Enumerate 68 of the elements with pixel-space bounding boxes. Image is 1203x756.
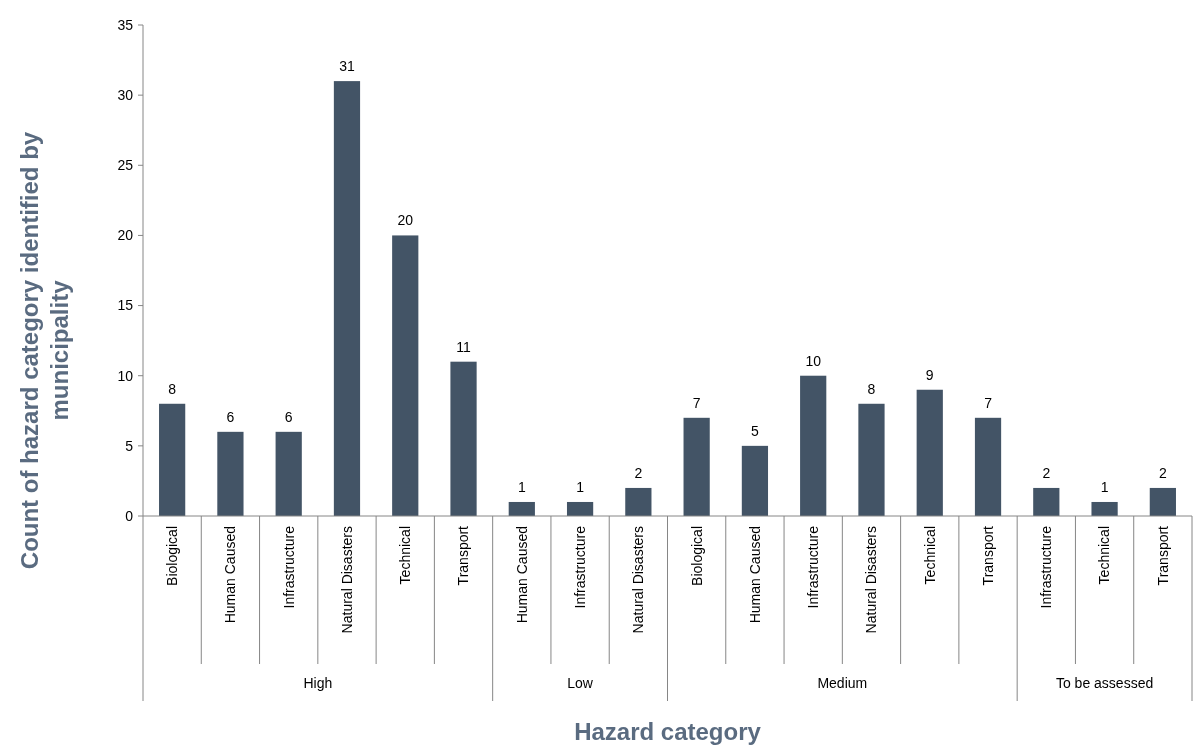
data-label: 8: [867, 380, 876, 397]
bar: [858, 403, 885, 516]
text: To be assessed: [1055, 675, 1154, 691]
bar: [1149, 487, 1176, 516]
x-tick-label: Natural Disasters: [630, 526, 647, 634]
text: High: [303, 675, 333, 691]
bar: [1033, 487, 1060, 516]
y-tick-label: 30: [117, 87, 134, 104]
bar: [566, 501, 594, 516]
y-axis-title: Count of hazard category identified by municipality: [16, 131, 73, 570]
y-tick-label: 35: [117, 16, 134, 33]
y-tick-label: 25: [117, 157, 134, 174]
data-label: 2: [1158, 464, 1167, 481]
x-tick-label: Transport: [979, 525, 996, 586]
data-label: 1: [517, 478, 526, 495]
bar: [450, 361, 477, 516]
x-tick-label: Infrastructure: [1038, 525, 1055, 609]
data-label: 7: [692, 394, 701, 411]
bar: [159, 403, 186, 516]
x-tick-label: Natural Disasters: [338, 526, 355, 634]
bar: [508, 501, 535, 516]
x-tick-label: Technical: [1096, 526, 1113, 585]
bar: [625, 487, 652, 516]
data-label: 1: [1100, 478, 1109, 495]
x-tick-label: Infrastructure: [280, 525, 297, 609]
data-label: 8: [168, 380, 177, 397]
y-tick-label: 15: [117, 297, 134, 314]
data-label: 6: [284, 408, 293, 425]
bar: [741, 445, 769, 516]
x-tick-label: Human Caused: [513, 526, 530, 624]
data-label: 10: [805, 352, 822, 369]
data-label: 7: [984, 394, 993, 411]
data-label: 31: [339, 58, 355, 75]
data-label: 11: [456, 338, 471, 355]
data-label: 5: [751, 422, 760, 439]
bar: [683, 417, 710, 516]
x-tick-label: Biological: [164, 526, 181, 586]
x-tick-label: Biological: [688, 526, 705, 586]
data-label: 2: [634, 464, 643, 481]
data-label: 2: [1042, 464, 1051, 481]
bar: [916, 389, 943, 516]
x-tick-label: Transport: [455, 525, 472, 586]
data-label: 9: [925, 366, 934, 383]
bar: [333, 81, 361, 516]
y-tick-label: 5: [125, 437, 134, 454]
y-tick-label: 20: [117, 227, 134, 244]
x-tick-label: Human Caused: [746, 526, 763, 624]
bar: [800, 375, 827, 516]
x-tick-label: Technical: [921, 526, 938, 585]
x-tick-label: Transport: [1154, 525, 1171, 586]
y-tick-label: 10: [117, 367, 134, 384]
bar: [392, 235, 419, 516]
x-tick-label: Natural Disasters: [863, 526, 880, 634]
data-label: 6: [226, 408, 235, 425]
x-tick-label: Infrastructure: [805, 525, 822, 609]
x-tick-label: Technical: [397, 526, 414, 585]
bar: [974, 417, 1002, 516]
bar: [275, 431, 302, 516]
y-tick-label: 0: [125, 507, 134, 524]
x-tick-label: Human Caused: [222, 526, 239, 624]
bar: [1091, 501, 1118, 516]
data-label: 20: [397, 212, 414, 229]
data-label: 1: [576, 478, 585, 495]
text: Low: [567, 675, 594, 691]
text: Medium: [817, 675, 868, 691]
x-tick-label: Infrastructure: [571, 525, 588, 609]
bar: [217, 431, 244, 516]
x-axis-title: Hazard category: [574, 718, 762, 745]
